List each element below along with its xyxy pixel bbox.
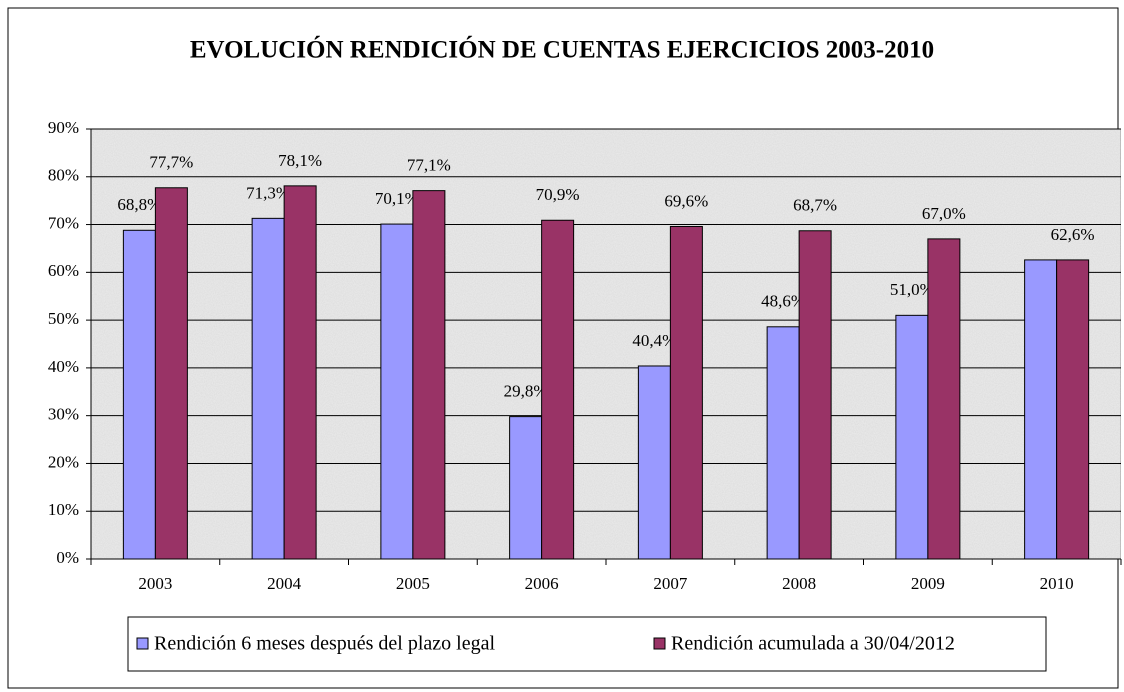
bar [283,185,317,560]
data-label: 29,8% [504,382,548,401]
data-label: 77,7% [149,153,193,172]
x-tick-label: 2005 [396,574,430,593]
y-tick-label: 20% [48,452,79,471]
data-label: 48,6% [761,292,805,311]
legend [127,616,1047,672]
data-label: 68,7% [793,196,837,215]
bar [798,230,832,560]
bar [251,217,285,560]
data-label: 69,6% [664,191,708,210]
data-label: 40,4% [632,331,676,350]
legend-label: Rendición acumulada a 30/04/2012 [671,633,955,655]
x-tick-label: 2004 [267,574,302,593]
data-label: 78,1% [278,151,322,170]
data-label: 67,0% [922,204,966,223]
bar [509,416,543,560]
data-label: 77,1% [407,156,451,175]
bar [122,229,156,560]
bar [669,225,703,560]
bar [1056,259,1090,560]
bar [637,365,671,560]
data-label: 70,1% [375,189,419,208]
data-label: 51,0% [890,280,934,299]
y-tick-label: 40% [48,357,79,376]
y-tick-label: 70% [48,213,79,232]
legend-label: Rendición 6 meses después del plazo lega… [154,633,495,655]
legend-swatch [136,637,149,650]
bar [1024,259,1058,560]
y-tick-label: 50% [48,309,79,328]
x-tick-label: 2010 [1040,574,1074,593]
bar [927,238,961,560]
x-tick-label: 2007 [653,574,688,593]
bar [541,219,575,560]
chart-title: EVOLUCIÓN RENDICIÓN DE CUENTAS EJERCICIO… [190,36,934,64]
bar [380,223,414,560]
data-label: 68,8% [117,195,161,214]
bar [412,190,446,560]
bar [895,314,929,560]
y-tick-label: 60% [48,261,79,280]
data-label: 62,6% [1051,225,1095,244]
y-tick-label: 90% [48,118,79,137]
x-tick-label: 2003 [138,574,172,593]
y-tick-label: 0% [56,548,79,567]
x-tick-label: 2006 [525,574,559,593]
bar [766,326,800,560]
x-tick-label: 2008 [782,574,816,593]
y-tick-label: 30% [48,405,79,424]
x-tick-label: 2009 [911,574,945,593]
y-tick-label: 10% [48,500,79,519]
legend-swatch [653,637,666,650]
data-label: 70,9% [536,185,580,204]
y-tick-label: 80% [48,166,79,185]
bar [154,187,188,560]
data-label: 71,3% [246,183,290,202]
